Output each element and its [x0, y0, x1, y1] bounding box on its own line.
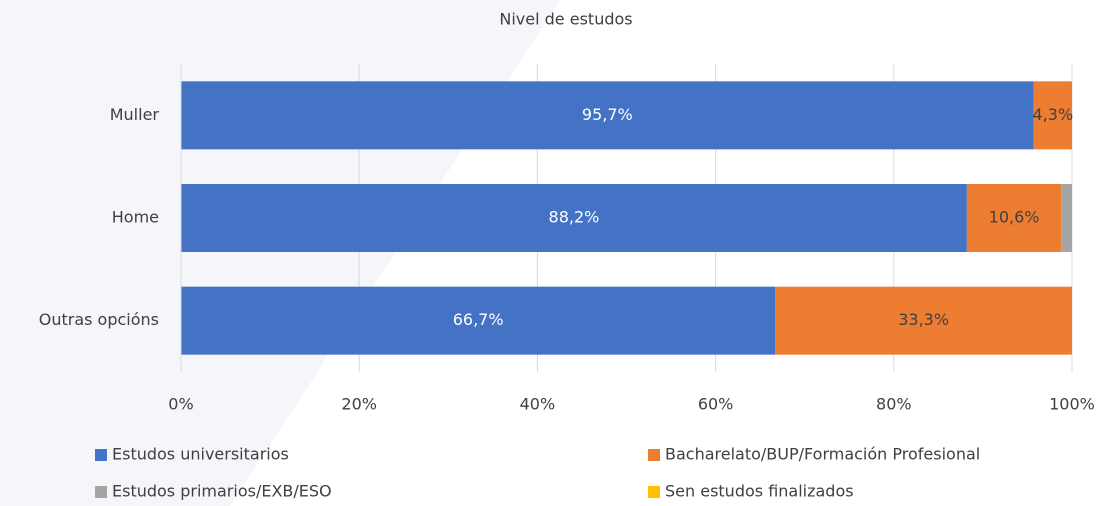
y-tick-label: Muller [110, 105, 160, 124]
legend-swatch [648, 486, 660, 498]
legend-label: Estudos primarios/EXB/ESO [112, 482, 332, 501]
data-label: 95,7% [582, 105, 633, 124]
bar-segment [181, 286, 776, 355]
bar-segment [775, 286, 1072, 355]
x-tick-label: 20% [341, 395, 377, 414]
y-tick-label: Home [112, 208, 159, 227]
legend-label: Estudos universitarios [112, 445, 289, 464]
x-tick-label: 60% [698, 395, 734, 414]
legend-label: Sen estudos finalizados [665, 482, 854, 501]
background-shape [0, 0, 560, 506]
bar-segment [1061, 184, 1072, 252]
x-tick-label: 0% [168, 395, 193, 414]
bar-segment [181, 184, 967, 252]
x-tick-label: 100% [1049, 395, 1095, 414]
bar-segment [181, 81, 1034, 150]
legend-label: Bacharelato/BUP/Formación Profesional [665, 445, 980, 464]
data-label: 4,3% [1033, 105, 1074, 124]
bar-segment [1033, 81, 1072, 150]
legend-swatch [95, 449, 107, 461]
x-tick-label: 80% [876, 395, 912, 414]
x-tick-label: 40% [520, 395, 556, 414]
y-tick-label: Outras opcións [39, 310, 159, 329]
data-label: 33,3% [898, 310, 949, 329]
data-label: 88,2% [549, 208, 600, 227]
legend-swatch [95, 486, 107, 498]
data-label: 66,7% [453, 310, 504, 329]
data-label: 10,6% [989, 208, 1040, 227]
legend-swatch [648, 449, 660, 461]
chart-title: Nivel de estudos [499, 10, 632, 29]
bar-segment [966, 184, 1062, 252]
